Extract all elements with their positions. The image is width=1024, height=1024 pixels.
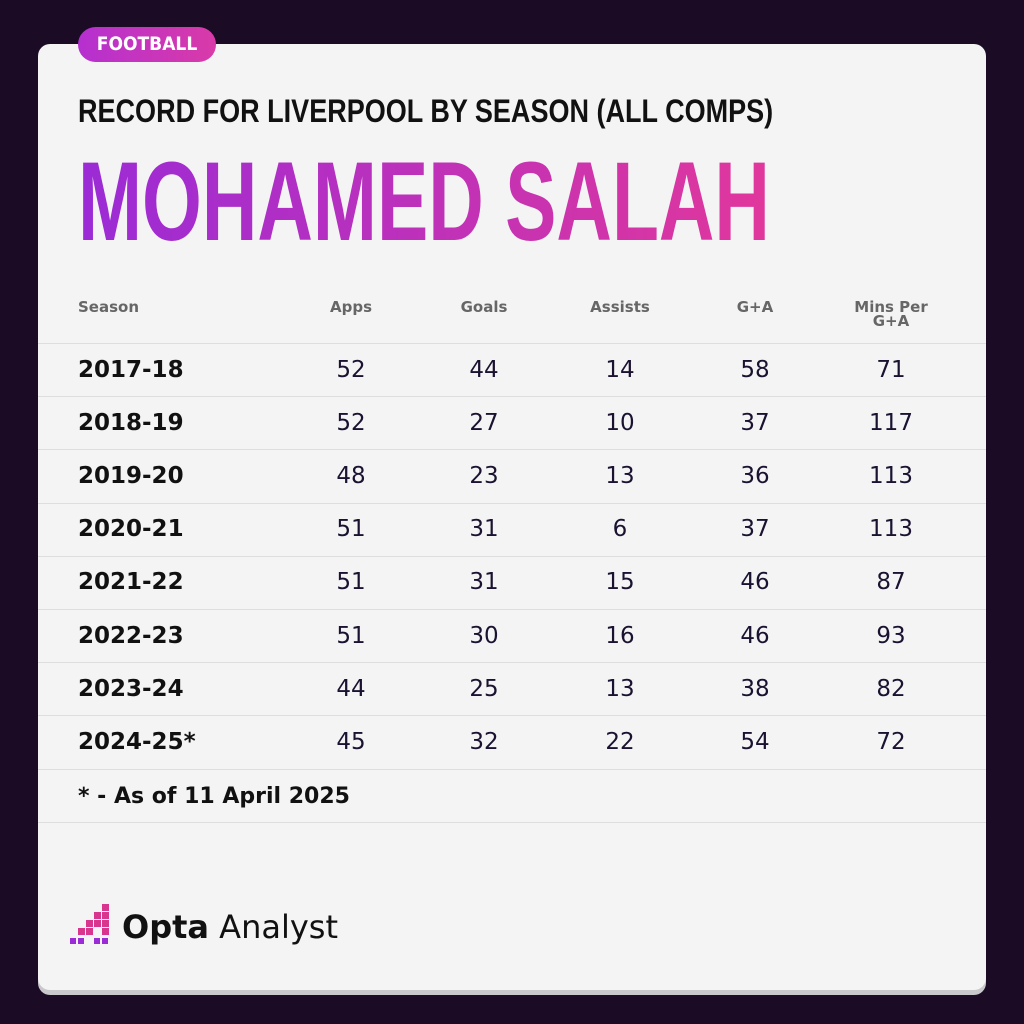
stat-cell: 31 xyxy=(469,569,499,595)
season-cell: 2023-24 xyxy=(78,676,184,702)
stat-cell: 32 xyxy=(469,729,499,755)
logo: Opta Analyst xyxy=(122,908,338,946)
stat-cell: 46 xyxy=(740,569,770,595)
stat-cell: 14 xyxy=(605,357,635,383)
stat-cell: 6 xyxy=(612,516,628,542)
row-divider xyxy=(38,503,986,504)
season-cell: 2021-22 xyxy=(78,569,184,595)
column-header: Apps xyxy=(329,298,372,316)
stat-cell: 31 xyxy=(469,516,499,542)
subtitle: RECORD FOR LIVERPOOL BY SEASON (ALL COMP… xyxy=(78,93,774,129)
stat-cell: 16 xyxy=(605,623,635,649)
stat-cell: 36 xyxy=(740,463,770,489)
stat-cell: 13 xyxy=(605,676,635,702)
stat-cell: 13 xyxy=(605,463,635,489)
stat-cell: 51 xyxy=(336,623,366,649)
logo-brand: Opta xyxy=(122,908,209,946)
stat-cell: 87 xyxy=(876,569,906,595)
card xyxy=(38,44,986,990)
stat-cell: 48 xyxy=(336,463,366,489)
stat-cell: 51 xyxy=(336,569,366,595)
row-divider xyxy=(38,449,986,450)
season-cell: 2020-21 xyxy=(78,516,184,542)
season-cell: 2024-25* xyxy=(78,729,196,755)
column-header: Season xyxy=(78,298,140,316)
stat-cell: 15 xyxy=(605,569,635,595)
stat-cell: 52 xyxy=(336,410,366,436)
row-divider xyxy=(38,822,986,823)
row-divider xyxy=(38,715,986,716)
stat-cell: 44 xyxy=(336,676,366,702)
stat-cell: 71 xyxy=(876,357,906,383)
row-divider xyxy=(38,343,986,344)
stat-cell: 52 xyxy=(336,357,366,383)
stat-cell: 72 xyxy=(876,729,906,755)
logo-icon xyxy=(70,904,109,944)
stat-cell: 58 xyxy=(740,357,770,383)
stat-cell: 37 xyxy=(740,410,770,436)
stat-cell: 117 xyxy=(869,410,913,436)
stat-cell: 46 xyxy=(740,623,770,649)
logo-product: Analyst xyxy=(219,908,338,946)
stat-cell: 23 xyxy=(469,463,499,489)
stat-cell: 93 xyxy=(876,623,906,649)
stat-cell: 30 xyxy=(469,623,499,649)
row-divider xyxy=(38,609,986,610)
column-header: Mins Per G+A xyxy=(854,298,928,330)
stat-cell: 113 xyxy=(869,516,913,542)
season-cell: 2017-18 xyxy=(78,357,184,383)
footnote: * - As of 11 April 2025 xyxy=(78,784,350,809)
season-cell: 2022-23 xyxy=(78,623,184,649)
column-header: Assists xyxy=(590,298,650,316)
stat-cell: 37 xyxy=(740,516,770,542)
stat-cell: 38 xyxy=(740,676,770,702)
stat-cell: 45 xyxy=(336,729,366,755)
stat-cell: 10 xyxy=(605,410,635,436)
season-cell: 2018-19 xyxy=(78,410,184,436)
row-divider xyxy=(38,396,986,397)
column-header: G+A xyxy=(736,298,774,316)
row-divider xyxy=(38,556,986,557)
row-divider xyxy=(38,769,986,770)
column-header: Goals xyxy=(460,298,508,316)
stat-cell: 44 xyxy=(469,357,499,383)
season-cell: 2019-20 xyxy=(78,463,184,489)
stat-cell: 54 xyxy=(740,729,770,755)
stat-cell: 113 xyxy=(869,463,913,489)
row-divider xyxy=(38,662,986,663)
stat-cell: 51 xyxy=(336,516,366,542)
title: MOHAMED SALAH xyxy=(78,139,770,264)
stat-cell: 82 xyxy=(876,676,906,702)
stat-cell: 22 xyxy=(605,729,635,755)
stat-cell: 25 xyxy=(469,676,499,702)
stat-cell: 27 xyxy=(469,410,499,436)
tag: FOOTBALL xyxy=(78,27,216,62)
